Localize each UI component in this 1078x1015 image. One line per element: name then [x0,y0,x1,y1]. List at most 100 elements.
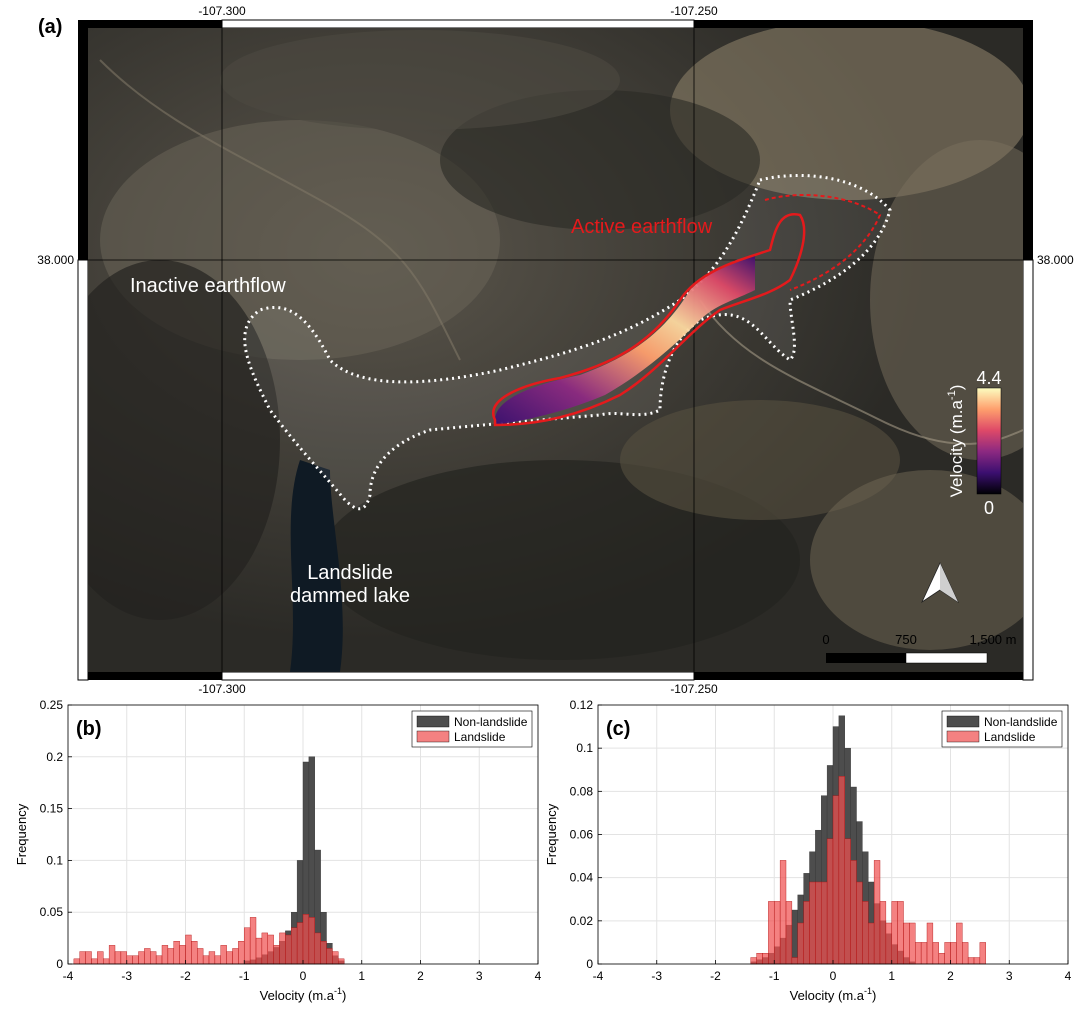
legend-swatch [947,716,979,727]
panel-a-label: (a) [38,16,62,38]
colorbar-label: Velocity (m.a-1) [946,385,966,498]
colorbar-max: 4.4 [976,368,1001,388]
satellite-image [40,20,1078,672]
histogram-bar [798,923,804,964]
histogram-bar [103,959,109,964]
histogram-bar [280,933,286,964]
histogram-bar [845,839,851,964]
scale-tick-1500: 1,500 m [970,632,1017,647]
lon-tick-bottom-1: -107.300 [198,682,246,696]
x-tick-label: -4 [63,969,74,983]
histogram-bar [951,942,957,964]
histogram-bar [74,959,80,964]
y-tick-label: 0 [56,957,63,971]
annotation-lake-line1: Landslide [307,562,393,584]
lat-tick-left: 38.000 [37,253,74,267]
lon-tick-top-1: -107.300 [198,4,246,18]
x-tick-label: 4 [535,969,542,983]
map-frame-right [1023,20,1033,260]
y-tick-label: 0.25 [40,698,64,712]
xlabel-c: Velocity (m.a-1) [790,986,877,1003]
histogram-bar [274,945,280,964]
y-tick-label: 0 [586,957,593,971]
ylabel-b: Frequency [14,803,29,865]
histogram-bar [921,942,927,964]
histogram-bar [215,956,221,964]
legend-entry: Landslide [984,730,1036,744]
y-tick-label: 0.1 [46,853,63,867]
histogram-bar [880,901,886,964]
histogram-bar [874,860,880,964]
histogram-bar [980,942,986,964]
x-tick-label: 3 [1006,969,1013,983]
histogram-bar [262,933,268,964]
y-tick-label: 0.05 [40,905,64,919]
map-frame-bottom-segment [222,672,694,680]
histogram-bar [327,948,333,964]
histogram-bar [821,882,827,964]
lat-tick-right: 38.000 [1037,253,1074,267]
legend-entry: Non-landslide [454,715,528,729]
x-tick-label: -1 [239,969,250,983]
legend-swatch [417,731,449,742]
x-tick-label: 2 [947,969,954,983]
x-tick-label: -2 [710,969,721,983]
histogram-bar [150,952,156,964]
x-tick-label: 0 [300,969,307,983]
panel-c-label: (c) [606,718,630,740]
histogram-bar [751,958,757,964]
histogram-bar [945,942,951,964]
histogram-bar [80,952,86,964]
histogram-bar [244,928,250,964]
histogram-bar [315,933,321,964]
histogram-bar [810,882,816,964]
histogram-bar [109,945,115,964]
histogram-bar [332,952,338,964]
histogram-bar [851,860,857,964]
histogram-bar [168,948,174,964]
legend-entry: Non-landslide [984,715,1058,729]
histogram-bar [162,945,168,964]
annotation-inactive-earthflow: Inactive earthflow [130,275,286,297]
ylabel-c: Frequency [544,803,559,865]
y-tick-label: 0.04 [570,871,594,885]
histogram-bar [898,901,904,964]
legend-swatch [947,731,979,742]
histogram-bar [291,928,297,964]
histogram-bar [827,839,833,964]
x-tick-label: 2 [417,969,424,983]
histogram-bar [268,935,274,964]
lon-tick-top-2: -107.250 [670,4,718,18]
histogram-bar [303,914,309,964]
histogram-bar [221,945,227,964]
histogram-bar [174,941,180,964]
x-tick-label: 1 [888,969,895,983]
histogram-bar [238,941,244,964]
histogram-bar [962,942,968,964]
histogram-bar [857,882,863,964]
histogram-bar [968,958,974,964]
histogram-b: -4 -3 -2 -1 0 1 2 3 400.050.10.150.20.25 Velocit… [14,698,542,1003]
scale-tick-0: 0 [822,632,829,647]
map-frame-right-segment [1023,260,1033,680]
histogram-bar [209,952,215,964]
y-tick-label: 0.2 [46,750,63,764]
map-frame-top-segment [222,20,694,28]
histogram-bar [203,956,209,964]
map-frame-left-segment [78,260,88,680]
histogram-bar [144,948,150,964]
map-frame-left [78,20,88,260]
histogram-bar [933,942,939,964]
x-tick-label: 4 [1065,969,1072,983]
x-tick-label: 3 [476,969,483,983]
x-tick-label: 0 [830,969,837,983]
histogram-bar [180,945,186,964]
histogram-bar [833,796,839,964]
histogram-bar [191,941,197,964]
histogram-bar [839,776,845,964]
y-tick-label: 0.06 [570,828,594,842]
histogram-bar [792,958,798,964]
histogram-bar [768,901,774,964]
histogram-bar [97,952,103,964]
